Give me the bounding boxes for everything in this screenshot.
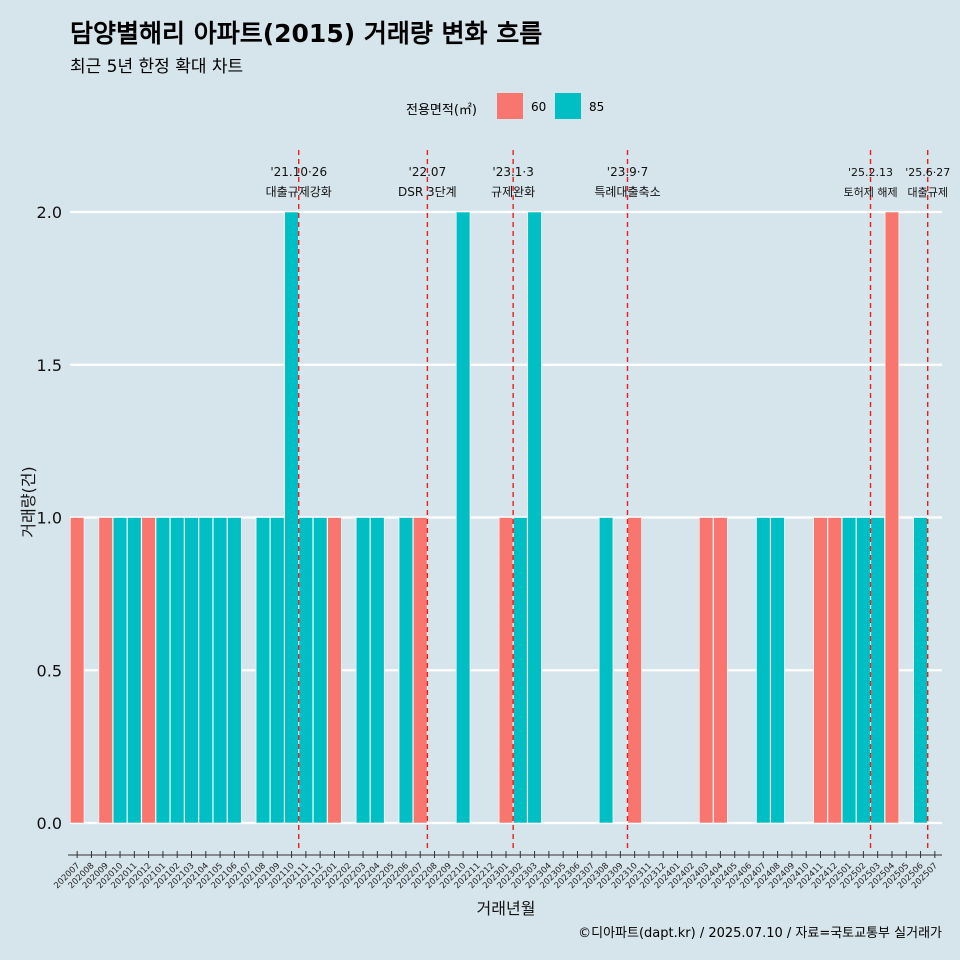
bar-85-202101 bbox=[155, 517, 171, 824]
bar-60-202310 bbox=[627, 517, 642, 824]
legend-label-85: 85 bbox=[589, 100, 605, 114]
caption: ©디아파트(dapt.kr) / 2025.07.10 / 자료=국토교통부 실… bbox=[578, 926, 942, 941]
bar-85-202204 bbox=[370, 517, 385, 824]
event-date-3: '23.9·7 bbox=[607, 165, 648, 179]
bar-85-202011 bbox=[127, 517, 142, 824]
y-tick-label-4: 2.0 bbox=[37, 203, 62, 222]
bar-85-202106 bbox=[227, 517, 242, 824]
bar-85-202103 bbox=[184, 517, 199, 824]
bar-60-202007 bbox=[69, 517, 85, 824]
bar-60-202403 bbox=[698, 517, 714, 824]
legend: 전용면적(㎡) 60 85 bbox=[0, 93, 960, 121]
bar-85-202308 bbox=[598, 517, 614, 824]
event-date-0: '21.10·26 bbox=[270, 165, 327, 179]
bar-85-202111 bbox=[298, 517, 314, 824]
legend-key-85 bbox=[555, 93, 581, 119]
bar-85-202109 bbox=[270, 517, 285, 824]
bar-85-202102 bbox=[170, 517, 185, 824]
bar-85-202503 bbox=[870, 517, 885, 824]
bar-85-202408 bbox=[770, 517, 785, 824]
chart-title: 담양별해리 아파트(2015) 거래량 변화 흐름 bbox=[70, 19, 543, 48]
bar-85-202506 bbox=[913, 517, 928, 824]
event-label-2: 규제완화 bbox=[491, 185, 535, 199]
event-label-5: 대출규제 bbox=[907, 186, 947, 199]
y-tick-label-0: 0.0 bbox=[37, 814, 62, 833]
bar-60-202012 bbox=[141, 517, 156, 824]
event-date-4: '25.2.13 bbox=[848, 166, 893, 179]
legend-label-60: 60 bbox=[531, 100, 547, 114]
event-label-0: 대출규제강화 bbox=[266, 185, 332, 199]
bar-85-202210 bbox=[455, 211, 471, 824]
bar-60-202301 bbox=[498, 517, 514, 824]
event-date-1: '22.07 bbox=[409, 165, 447, 179]
x-axis-title: 거래년월 bbox=[477, 899, 536, 918]
bar-85-202206 bbox=[398, 517, 414, 824]
event-label-3: 특례대출축소 bbox=[594, 185, 660, 199]
event-date-5: '25.6·27 bbox=[905, 166, 950, 179]
bar-85-202502 bbox=[856, 517, 871, 824]
bar-85-202104 bbox=[198, 517, 213, 824]
bar-60-202412 bbox=[827, 517, 842, 824]
bar-60-202504 bbox=[884, 211, 900, 824]
bar-85-202407 bbox=[756, 517, 771, 824]
bar-60-202009 bbox=[98, 517, 113, 824]
bar-85-202302 bbox=[513, 517, 528, 824]
y-tick-label-2: 1.0 bbox=[37, 509, 62, 528]
bar-85-202112 bbox=[313, 517, 328, 824]
legend-key-60 bbox=[497, 93, 523, 119]
bar-85-202501 bbox=[841, 517, 857, 824]
event-label-4: 토허제 해제 bbox=[843, 185, 897, 199]
y-axis-title: 거래량(건) bbox=[19, 466, 38, 537]
bar-60-202201 bbox=[327, 517, 342, 824]
y-tick-label-3: 1.5 bbox=[37, 356, 62, 375]
event-label-1: DSR 3단계 bbox=[398, 185, 457, 199]
bar-85-202110 bbox=[284, 211, 299, 824]
bar-60-202207 bbox=[413, 517, 428, 824]
bar-85-202010 bbox=[112, 517, 128, 824]
bar-85-202105 bbox=[212, 517, 228, 824]
bar-60-202411 bbox=[813, 517, 828, 824]
legend-title: 전용면적(㎡) bbox=[406, 103, 477, 118]
y-tick-label-1: 0.5 bbox=[37, 661, 62, 680]
bar-85-202203 bbox=[355, 517, 371, 824]
event-date-2: '23.1·3 bbox=[492, 165, 533, 179]
bar-85-202108 bbox=[255, 517, 271, 824]
bar-85-202303 bbox=[527, 211, 542, 824]
chart-subtitle: 최근 5년 한정 확대 차트 bbox=[70, 57, 244, 77]
bar-60-202404 bbox=[713, 517, 728, 824]
